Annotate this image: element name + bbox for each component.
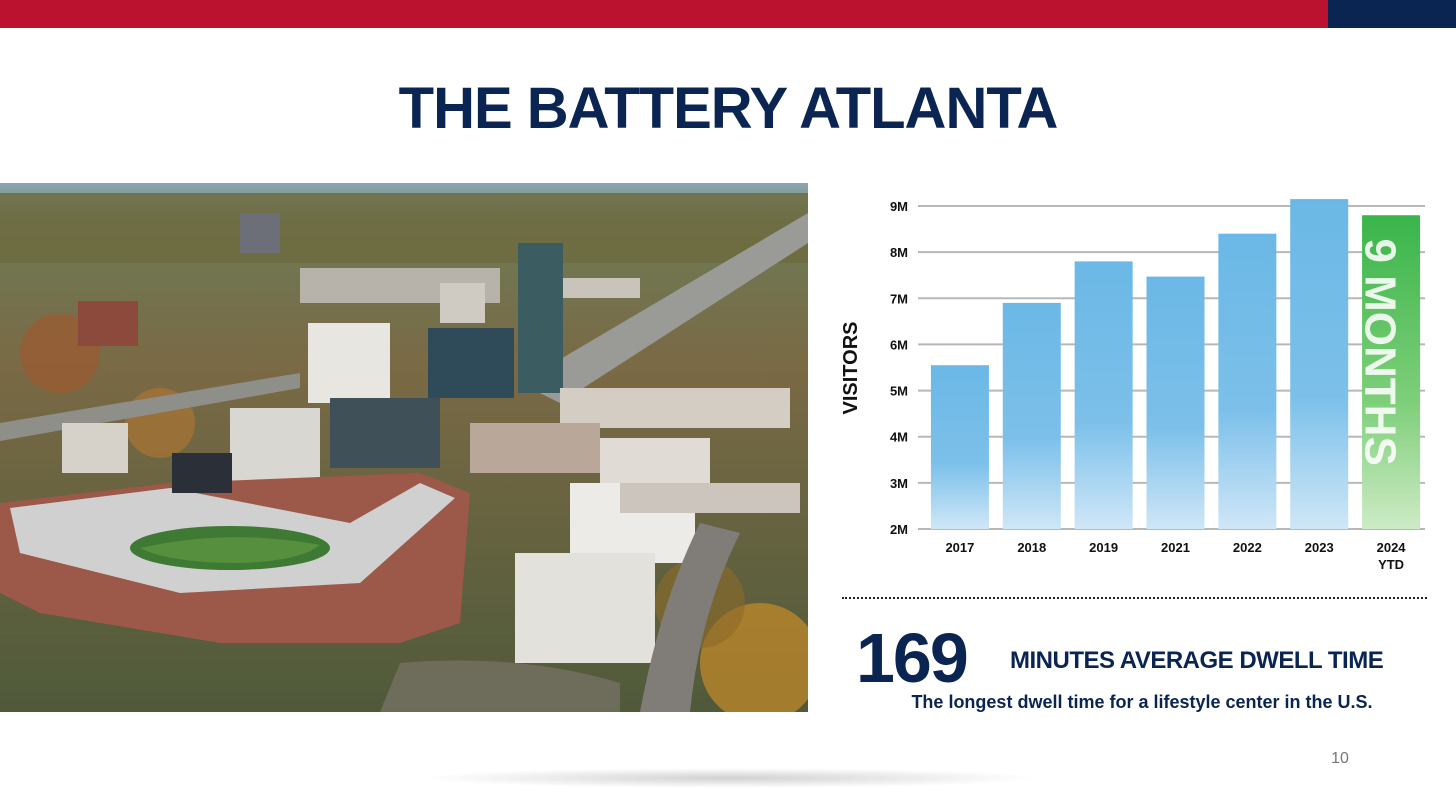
y-tick-label: 5M (890, 384, 908, 399)
x-tick-label: 2023 (1305, 540, 1334, 555)
chart-bars (930, 199, 1421, 530)
x-tick-sublabel: YTD (1378, 557, 1404, 572)
x-tick-label: 2019 (1089, 540, 1118, 555)
x-tick-label: 2017 (945, 540, 974, 555)
chart-y-axis: 2M 3M 4M 5M 6M 7M 8M 9M (890, 199, 908, 537)
y-tick-label: 4M (890, 430, 908, 445)
bar-2022 (1218, 233, 1277, 529)
dwell-time-label: MINUTES AVERAGE DWELL TIME (1010, 647, 1384, 674)
section-divider (842, 597, 1427, 599)
x-tick-label: 2022 (1233, 540, 1262, 555)
bar-2024 (1362, 215, 1421, 529)
visitors-bar-chart: 2M 3M 4M 5M 6M 7M 8M 9M 2017 2018 2019 2021 2022 202… (840, 199, 1425, 572)
page-number: 10 (1331, 750, 1349, 767)
slide-shadow (420, 768, 1040, 788)
bar-2023 (1290, 199, 1349, 530)
y-tick-label: 8M (890, 245, 908, 260)
y-tick-label: 9M (890, 199, 908, 214)
dwell-time-number: 169 (856, 619, 969, 697)
dwell-time-subtitle: The longest dwell time for a lifestyle c… (911, 692, 1373, 712)
bar-2019 (1074, 261, 1133, 529)
x-tick-label: 2024 (1377, 540, 1407, 555)
bar-2018 (1002, 302, 1061, 529)
y-tick-label: 6M (890, 337, 908, 352)
top-bar-red (0, 0, 1328, 28)
top-bar-navy (1328, 0, 1456, 28)
slide-title: THE BATTERY ATLANTA (398, 76, 1059, 141)
highlight-bar-label: 9 MONTHS (1355, 238, 1404, 465)
aerial-stadium-photo (0, 183, 808, 712)
y-axis-label: VISITORS (840, 322, 862, 415)
chart-x-axis: 2017 2018 2019 2021 2022 2023 2024 YTD (945, 540, 1406, 572)
y-tick-label: 2M (890, 522, 908, 537)
bar-2021 (1146, 276, 1205, 529)
y-tick-label: 3M (890, 476, 908, 491)
x-tick-label: 2021 (1161, 540, 1190, 555)
top-accent-bar (0, 0, 1456, 28)
bar-2017 (930, 365, 989, 529)
x-tick-label: 2018 (1017, 540, 1046, 555)
y-tick-label: 7M (890, 291, 908, 306)
